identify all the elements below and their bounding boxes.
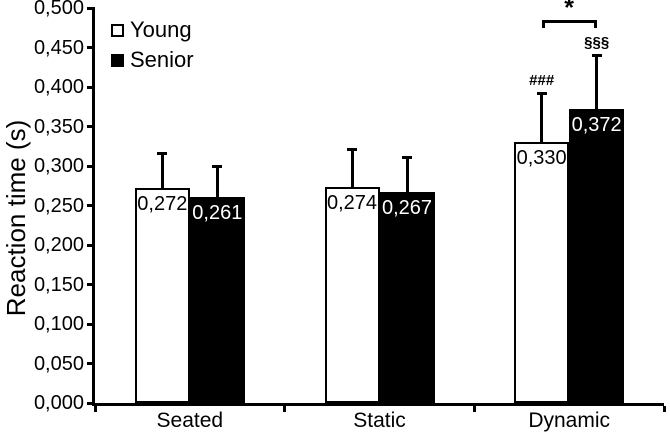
error-bar-cap [157,151,168,155]
bar-value-label: 0,372 [571,114,622,137]
bar-value-label: 0,274 [326,191,378,214]
error-bar-senior-static [405,157,409,193]
error-bar-senior-seated [215,166,219,197]
x-axis-tick [93,406,97,412]
error-bar-senior-dynamic [595,55,599,110]
error-bar-young-static [350,148,354,187]
error-bar-cap [347,147,357,151]
y-axis-tick-label: 0,150 [33,273,84,296]
legend-label: Young [130,17,192,42]
y-axis-tick [87,243,95,247]
legend-swatch-senior [111,53,124,67]
x-axis-category-label: Static [353,409,406,432]
error-bar-cap [536,91,547,95]
bar-young-static [324,186,380,403]
sig-bracket [541,20,597,28]
legend-item-senior: Senior [111,47,194,73]
x-axis-tick [283,406,287,412]
y-axis-tick-label: 0,050 [33,352,84,375]
y-axis-tick [87,283,95,286]
sig-marker-section: §§§ [584,34,610,52]
bar-senior-dynamic [569,109,625,403]
y-axis-tick [87,125,95,128]
y-axis-tick-label: 0,300 [33,155,84,177]
x-axis-tick [472,406,476,412]
error-bar-young-dynamic [540,92,544,143]
legend-swatch-young [111,23,124,37]
x-axis-category-label: Seated [156,409,224,432]
error-bar-cap [402,156,412,160]
bar-value-label: 0,261 [192,201,243,224]
y-axis-tick [87,46,95,49]
y-axis-tick [87,362,95,365]
y-axis-tick [87,6,95,10]
bar-value-label: 0,272 [137,193,188,216]
y-axis-tick-label: 0,350 [33,115,84,138]
error-bar-cap [212,165,223,168]
y-axis-tick [87,401,95,405]
y-axis-tick-label: 0,200 [33,234,84,256]
legend-label: Senior [130,47,194,72]
sig-marker-star: * [564,0,575,22]
legend-item-young: Young [111,17,194,43]
y-axis-tick [87,85,95,89]
y-axis-tick-label: 0,500 [33,0,84,19]
bar-value-label: 0,267 [381,197,433,220]
legend: Young Senior [111,17,194,73]
x-axis-category-label: Dynamic [528,409,610,432]
bar-value-label: 0,330 [516,147,567,170]
bar-young-seated [134,188,190,403]
y-axis-tick [87,204,95,207]
error-bar-cap [591,54,602,58]
error-bar-young-seated [160,152,164,189]
x-axis-tick [662,406,666,412]
bar-senior-static [379,192,435,403]
plot-area [92,8,664,406]
y-axis-tick-label: 0,400 [33,76,84,98]
y-axis-tick-label: 0,450 [33,36,84,59]
y-axis-tick [87,322,95,326]
bar-young-dynamic [514,142,570,403]
y-axis-tick-label: 0,250 [33,194,84,217]
y-axis-tick-label: 0,100 [33,313,84,335]
bar-senior-seated [189,196,245,403]
y-axis-tick-label: 0,000 [33,392,84,414]
y-axis-tick [87,164,95,168]
sig-marker-hash: ### [529,71,555,89]
